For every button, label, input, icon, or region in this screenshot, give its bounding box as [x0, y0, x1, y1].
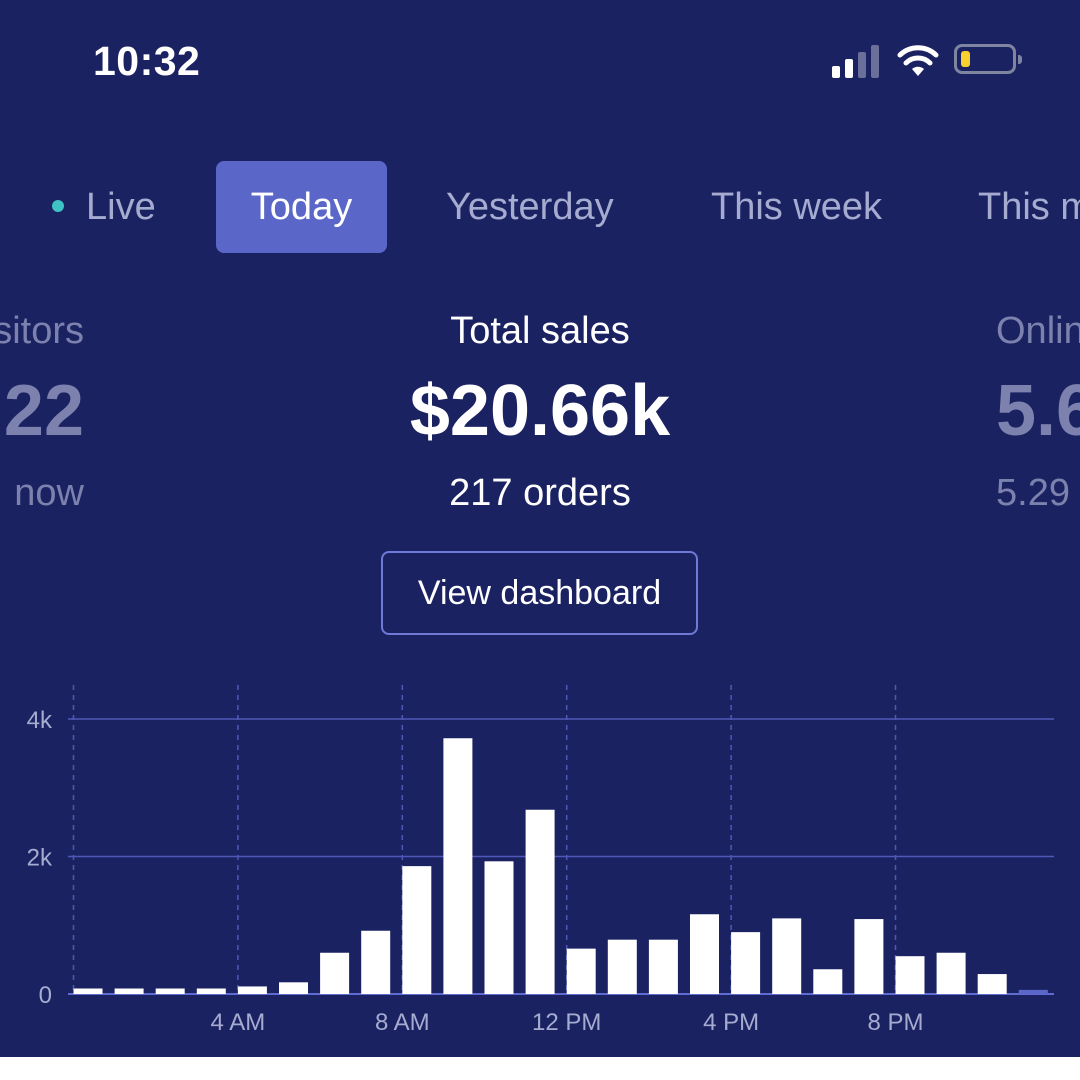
cellular-signal-icon	[832, 44, 882, 78]
tab-today[interactable]: Today	[216, 161, 387, 253]
tab-this-month[interactable]: This m	[978, 161, 1080, 253]
bar	[813, 969, 843, 994]
visitors-value: 22	[3, 371, 84, 451]
x-tick-label: 12 PM	[532, 1009, 601, 1036]
total-sales-metric: Total sales $20.66k 217 orders	[340, 305, 740, 519]
tab-yesterday-label: Yesterday	[446, 186, 614, 228]
bar	[607, 939, 637, 994]
bar	[854, 919, 884, 994]
visitors-label: sitors	[0, 310, 84, 352]
battery-nub	[1018, 55, 1022, 64]
sales-chart-svg: 0 2k 4k 4 AM 8 AM 12 PM 4 PM 8 PM	[27, 685, 1054, 1036]
bar	[484, 861, 514, 994]
tab-live[interactable]: Live	[52, 161, 156, 253]
bar	[648, 939, 678, 994]
bar	[155, 988, 185, 994]
bar	[443, 738, 473, 994]
bar	[772, 918, 802, 994]
x-tick-label: 8 AM	[375, 1009, 430, 1036]
tab-yesterday[interactable]: Yesterday	[446, 161, 614, 253]
y-tick-label: 0	[39, 982, 52, 1009]
online-metric[interactable]: Onlin 5.6 5.29	[996, 305, 1080, 519]
bar	[895, 956, 925, 994]
x-tick-label: 8 PM	[867, 1009, 923, 1036]
bar	[1018, 989, 1048, 994]
bar	[237, 986, 267, 994]
y-tick-label: 2k	[27, 845, 53, 872]
bar	[690, 914, 719, 994]
tab-this-month-label: This m	[978, 186, 1080, 228]
live-indicator-icon	[52, 199, 64, 212]
status-time: 10:32	[93, 38, 201, 84]
bar	[566, 948, 596, 994]
online-sub: 5.29	[996, 472, 1070, 514]
tab-live-label: Live	[86, 186, 156, 228]
x-tick-label: 4 AM	[211, 1009, 266, 1036]
y-tick-label: 4k	[27, 707, 53, 734]
x-tick-label: 4 PM	[703, 1009, 759, 1036]
total-sales-value: $20.66k	[409, 371, 671, 451]
bar	[977, 974, 1007, 994]
bar	[525, 809, 555, 994]
visitors-sub: now	[14, 472, 84, 514]
tab-this-week[interactable]: This week	[711, 161, 882, 253]
bar	[402, 866, 432, 994]
bar	[361, 930, 391, 994]
bar	[279, 982, 308, 994]
online-label: Onlin	[996, 310, 1080, 352]
sales-bar-chart: 0 2k 4k 4 AM 8 AM 12 PM 4 PM 8 PM	[0, 660, 1080, 1057]
bar	[320, 952, 350, 994]
bar	[731, 932, 761, 994]
bar	[73, 988, 103, 994]
battery-level	[961, 51, 970, 67]
wifi-icon	[897, 45, 939, 76]
online-value: 5.6	[996, 371, 1080, 451]
bar	[114, 988, 144, 994]
visitors-metric[interactable]: sitors 22 now	[0, 305, 84, 519]
date-range-tabs: Live Today Yesterday This week This m	[0, 161, 1080, 253]
view-dashboard-button[interactable]: View dashboard	[381, 551, 698, 635]
bar	[196, 988, 226, 994]
app-screen: 10:32 Live Today Yesterday This week Thi…	[0, 0, 1080, 1057]
tab-today-label: Today	[250, 186, 353, 228]
total-sales-label: Total sales	[450, 310, 630, 352]
tab-this-week-label: This week	[711, 186, 883, 228]
battery-icon	[954, 44, 1022, 74]
orders-count: 217 orders	[449, 472, 631, 514]
bar	[936, 952, 966, 994]
